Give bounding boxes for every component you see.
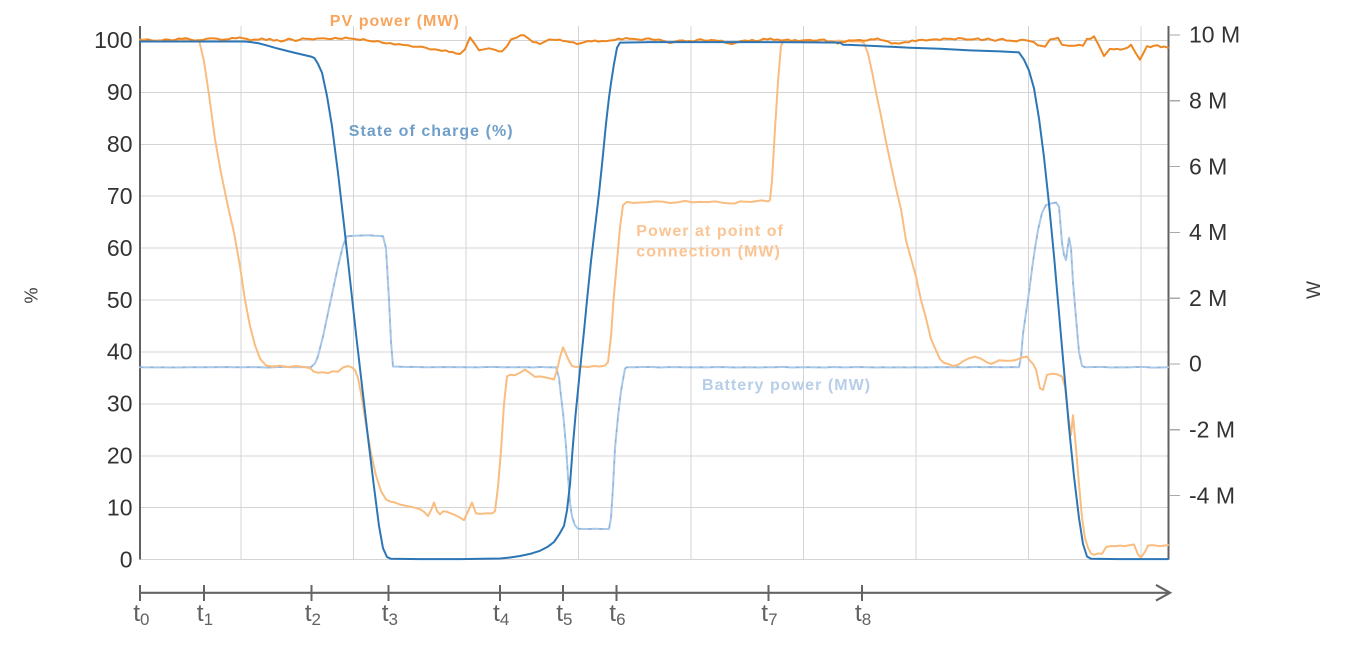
svg-text:connection (MW): connection (MW) (636, 244, 781, 261)
svg-text:t5: t5 (556, 600, 572, 629)
svg-text:W: W (1304, 281, 1325, 299)
svg-text:30: 30 (107, 391, 133, 417)
svg-text:%: % (22, 287, 42, 303)
svg-text:50: 50 (107, 287, 133, 313)
svg-text:80: 80 (107, 131, 133, 157)
svg-text:100: 100 (94, 27, 132, 53)
svg-text:0: 0 (1189, 351, 1202, 377)
svg-text:t4: t4 (493, 600, 509, 629)
svg-text:-4 M: -4 M (1189, 482, 1235, 508)
svg-text:-2 M: -2 M (1189, 417, 1235, 443)
svg-text:20: 20 (107, 443, 133, 469)
svg-text:90: 90 (107, 79, 133, 105)
svg-text:70: 70 (107, 183, 133, 209)
svg-text:t3: t3 (382, 600, 398, 629)
svg-text:Power at point of: Power at point of (636, 223, 784, 240)
svg-text:t6: t6 (609, 600, 625, 629)
svg-text:t0: t0 (133, 600, 149, 629)
svg-text:t1: t1 (197, 600, 213, 629)
svg-text:4 M: 4 M (1189, 219, 1227, 245)
svg-text:t7: t7 (761, 600, 777, 629)
svg-text:6 M: 6 M (1189, 153, 1227, 179)
svg-text:10 M: 10 M (1189, 22, 1240, 48)
svg-text:60: 60 (107, 235, 133, 261)
svg-text:PV power (MW): PV power (MW) (330, 13, 460, 30)
svg-text:8 M: 8 M (1189, 88, 1227, 114)
svg-text:0: 0 (120, 546, 133, 572)
svg-text:10: 10 (107, 494, 133, 520)
svg-text:Battery power (MW): Battery power (MW) (702, 377, 871, 394)
svg-text:2 M: 2 M (1189, 285, 1227, 311)
svg-text:State of charge (%): State of charge (%) (349, 123, 514, 140)
svg-text:40: 40 (107, 339, 133, 365)
svg-text:t2: t2 (305, 600, 321, 629)
svg-text:t8: t8 (855, 600, 871, 629)
